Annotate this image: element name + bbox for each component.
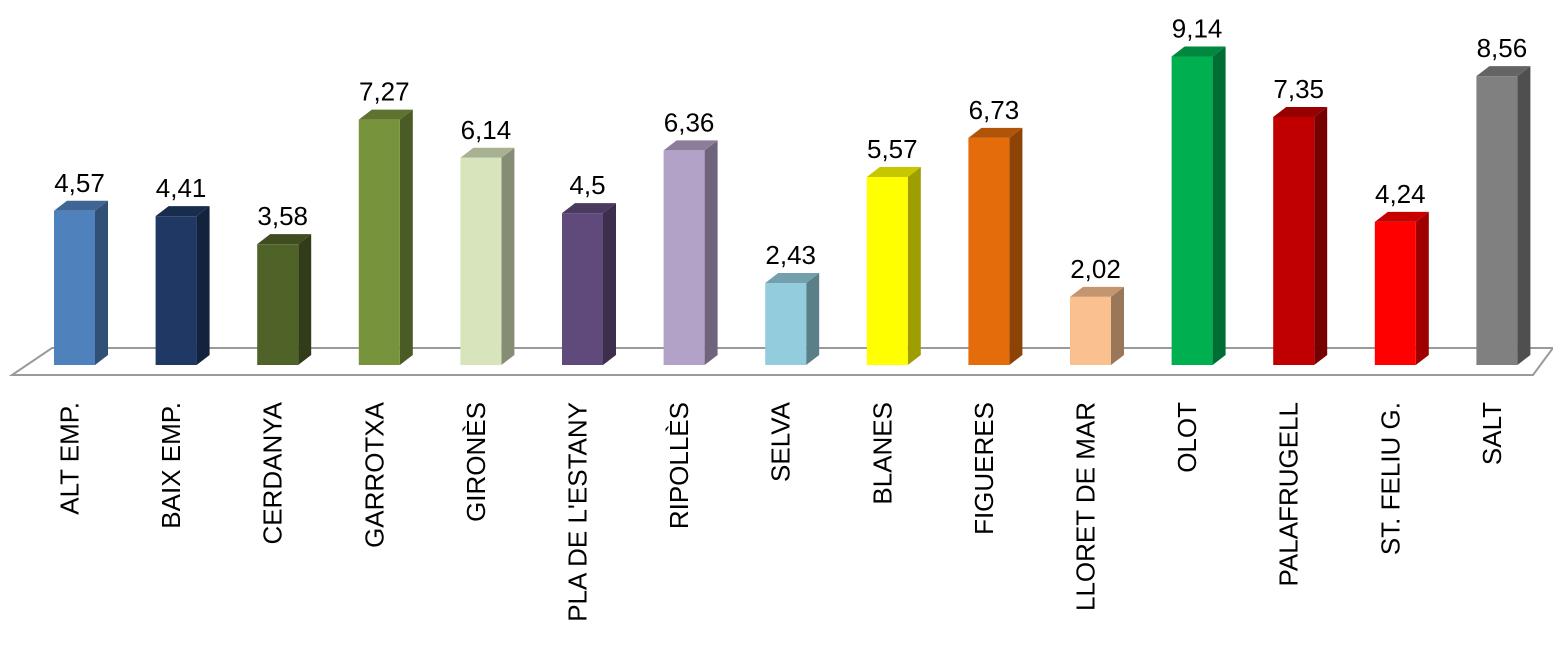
bar xyxy=(1070,286,1124,365)
data-label: 7,35 xyxy=(1273,74,1324,104)
category-label: ALT EMP. xyxy=(55,402,85,515)
bar xyxy=(54,200,108,365)
category-label: SELVA xyxy=(766,401,796,482)
bar-front-face xyxy=(866,177,908,365)
data-label: 4,24 xyxy=(1375,179,1426,209)
bar-side-face xyxy=(1314,106,1328,365)
bar-top-face xyxy=(358,109,413,120)
data-label: 8,56 xyxy=(1477,33,1528,63)
data-label: 3,58 xyxy=(257,201,308,231)
bar xyxy=(1171,46,1226,366)
bar-top-face xyxy=(866,167,921,178)
bar-top-face xyxy=(460,147,515,158)
category-label: LLORET DE MAR xyxy=(1071,402,1101,611)
bar-front-face xyxy=(1171,56,1213,366)
data-label: 6,73 xyxy=(969,95,1020,125)
bar xyxy=(1476,66,1531,365)
bar xyxy=(257,234,312,365)
bar-top-face xyxy=(257,234,312,245)
bar xyxy=(562,203,616,365)
data-label: 9,14 xyxy=(1172,14,1223,44)
bar-top-face xyxy=(155,206,210,217)
bar xyxy=(155,206,210,365)
category-label: GIRONÈS xyxy=(461,402,491,522)
bar-side-face xyxy=(1212,46,1226,366)
bar-side-face xyxy=(1111,286,1124,365)
bar-front-face xyxy=(1476,76,1518,365)
category-label: CERDANYA xyxy=(258,401,288,544)
bar xyxy=(968,127,1023,365)
bar-side-face xyxy=(501,147,515,365)
value-labels-group: 4,57 4,41 3,58 7,27 6,14 4,5 6,36 2,43 5,57 6,73 2… xyxy=(54,14,1527,284)
bar-side-face xyxy=(1415,211,1429,365)
bar-top-face xyxy=(1070,286,1124,297)
data-label: 4,5 xyxy=(569,170,605,200)
bar-front-face xyxy=(1273,116,1315,365)
bar-side-face xyxy=(907,167,921,365)
bar-side-face xyxy=(704,140,718,365)
bar-front-face xyxy=(54,210,95,365)
data-label: 4,57 xyxy=(54,168,105,198)
bar xyxy=(460,147,515,365)
bar xyxy=(1273,106,1328,365)
bar xyxy=(663,140,718,365)
category-label: PALAFRUGELL xyxy=(1274,402,1304,586)
bar-front-face xyxy=(358,119,400,365)
bar-top-face xyxy=(765,272,820,283)
bar-top-face xyxy=(1374,211,1429,222)
bar-front-face xyxy=(257,244,299,365)
data-label: 4,41 xyxy=(156,173,207,203)
category-label: BAIX EMP. xyxy=(156,402,186,529)
category-label: ST. FELIU G. xyxy=(1375,402,1405,555)
bar-front-face xyxy=(155,216,197,365)
bar-front-face xyxy=(1374,221,1416,365)
bar-top-face xyxy=(1476,66,1531,77)
bar-top-face xyxy=(1171,46,1226,57)
category-label: PLA DE L'ESTANY xyxy=(563,402,593,622)
category-label: OLOT xyxy=(1172,402,1202,473)
bar xyxy=(866,167,921,365)
bar xyxy=(765,272,820,365)
data-label: 7,27 xyxy=(359,77,410,107)
data-label: 5,57 xyxy=(867,134,918,164)
category-label: FIGUERES xyxy=(969,402,999,535)
category-label: RIPOLLÈS xyxy=(664,402,694,529)
bar-front-face xyxy=(765,282,807,365)
category-label: BLANES xyxy=(867,402,897,505)
bar-top-face xyxy=(968,127,1023,138)
category-labels-group: ALT EMP. BAIX EMP. CERDANYA GARROTXA GIRONÈS… xyxy=(55,401,1507,621)
data-label: 6,14 xyxy=(461,115,512,145)
bars-group xyxy=(54,46,1531,366)
bar-side-face xyxy=(95,200,108,365)
bar-side-face xyxy=(603,203,616,365)
bar-front-face xyxy=(460,157,502,365)
category-label: SALT xyxy=(1477,402,1507,465)
data-label: 2,43 xyxy=(765,240,816,270)
bar-front-face xyxy=(1070,296,1111,365)
bar xyxy=(1374,211,1429,365)
bar-top-face xyxy=(54,200,108,211)
bar-side-face xyxy=(1009,127,1023,365)
category-label: GARROTXA xyxy=(359,401,389,548)
bar-top-face xyxy=(663,140,718,151)
data-label: 2,02 xyxy=(1070,254,1121,284)
bar-front-face xyxy=(562,213,603,365)
bar-side-face xyxy=(298,234,312,365)
bar-top-face xyxy=(562,203,616,214)
bar-side-face xyxy=(1517,66,1531,365)
bar-side-face xyxy=(196,206,210,365)
bar-top-face xyxy=(1273,106,1328,117)
bar-front-face xyxy=(663,150,705,365)
bar-front-face xyxy=(968,137,1010,365)
bar-side-face xyxy=(399,109,413,365)
data-label: 6,36 xyxy=(664,107,715,137)
bar-side-face xyxy=(806,272,820,365)
bar xyxy=(358,109,413,365)
